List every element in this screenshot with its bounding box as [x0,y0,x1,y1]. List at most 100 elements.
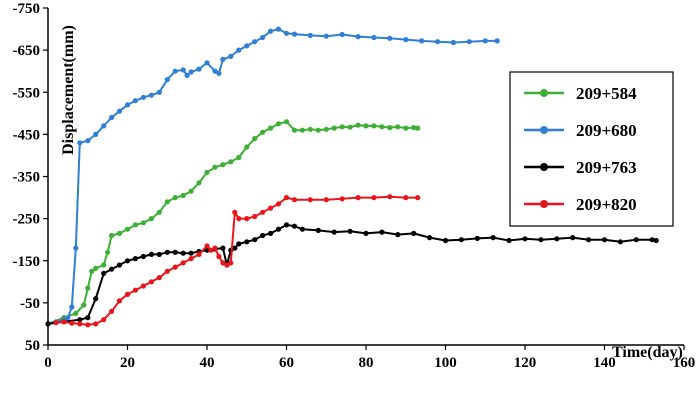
legend-item: 209+820 [524,195,637,214]
data-point [85,322,91,328]
data-point [156,89,162,95]
data-point [339,31,345,38]
data-point [387,35,393,41]
data-point [494,38,500,44]
data-point [140,253,146,260]
axes: 0 20 40 60 80 100 120 140 160 50 -50 -150 -250 -350 -4… [13,1,696,371]
data-point [172,249,178,255]
data-point [403,37,409,43]
data-point [244,216,250,222]
data-point [124,258,131,264]
data-point [180,67,186,73]
data-point [164,249,170,255]
data-point [244,144,250,150]
y-tick-label: -50 [20,296,40,312]
data-point [275,26,282,32]
data-point [196,251,202,257]
data-point [196,66,202,72]
y-tick-label: -550 [13,85,41,101]
data-point [653,237,659,244]
data-point [307,126,313,132]
data-point [101,270,107,276]
data-point [403,125,409,131]
data-point [347,124,353,130]
data-point [188,256,194,262]
data-point [474,235,480,241]
data-point [93,131,99,137]
data-point [164,199,170,205]
data-point [73,310,79,316]
data-point [617,239,624,245]
legend-label: 209+584 [576,84,637,103]
data-point [232,209,238,215]
y-tick-label: -150 [13,254,41,270]
data-point [116,108,123,114]
legend-label: 209+680 [576,121,637,140]
data-point [65,315,71,321]
data-point [307,32,313,39]
data-point [283,119,290,125]
data-point [379,124,385,130]
data-point [260,129,266,135]
data-point [188,69,194,75]
data-point [164,77,170,83]
data-point [371,34,377,41]
legend-label: 209+820 [576,195,637,214]
data-point [148,279,154,285]
data-point [148,251,154,257]
data-point [228,159,234,165]
data-point [69,304,75,310]
x-tick-label: 0 [44,355,52,371]
data-point [275,226,282,232]
data-point [363,230,369,236]
data-point [411,230,417,236]
legend-swatch-marker [540,200,548,208]
data-point [522,236,528,242]
x-tick-label: 60 [279,355,294,371]
data-point [109,114,115,121]
data-point [164,268,170,274]
data-point [188,250,194,256]
data-point [61,319,67,325]
data-point [387,194,393,200]
data-point [101,317,107,323]
data-point [93,321,99,327]
data-point [331,229,337,235]
data-point [172,195,178,201]
data-point [140,94,146,100]
data-point [466,39,472,45]
data-point [355,195,361,201]
data-point [283,222,290,228]
data-point [69,320,75,326]
data-point [323,33,329,39]
legend-label: 209+763 [576,158,637,177]
data-point [208,247,214,253]
data-point [85,285,91,291]
data-point [458,237,464,243]
data-point [204,60,210,66]
data-point [188,188,194,194]
data-point [252,213,258,220]
data-point [109,266,115,272]
data-point [116,298,123,304]
data-point [132,222,138,228]
data-point [148,92,154,98]
data-point [268,205,274,211]
data-point [355,34,361,40]
data-point [586,237,592,243]
data-point [371,195,377,201]
x-tick-label: 40 [200,355,215,371]
data-point [570,235,576,241]
y-axis-label: Displacement(mm) [60,25,77,155]
data-point [93,296,99,302]
series-group [45,26,659,328]
data-point [109,232,115,239]
data-point [395,124,401,130]
data-point [236,47,242,53]
legend-item: 209+680 [524,121,637,140]
data-point [299,226,305,232]
data-point [315,127,321,133]
data-point [204,247,210,253]
legend-swatch-marker [540,89,548,97]
data-point [156,209,162,215]
